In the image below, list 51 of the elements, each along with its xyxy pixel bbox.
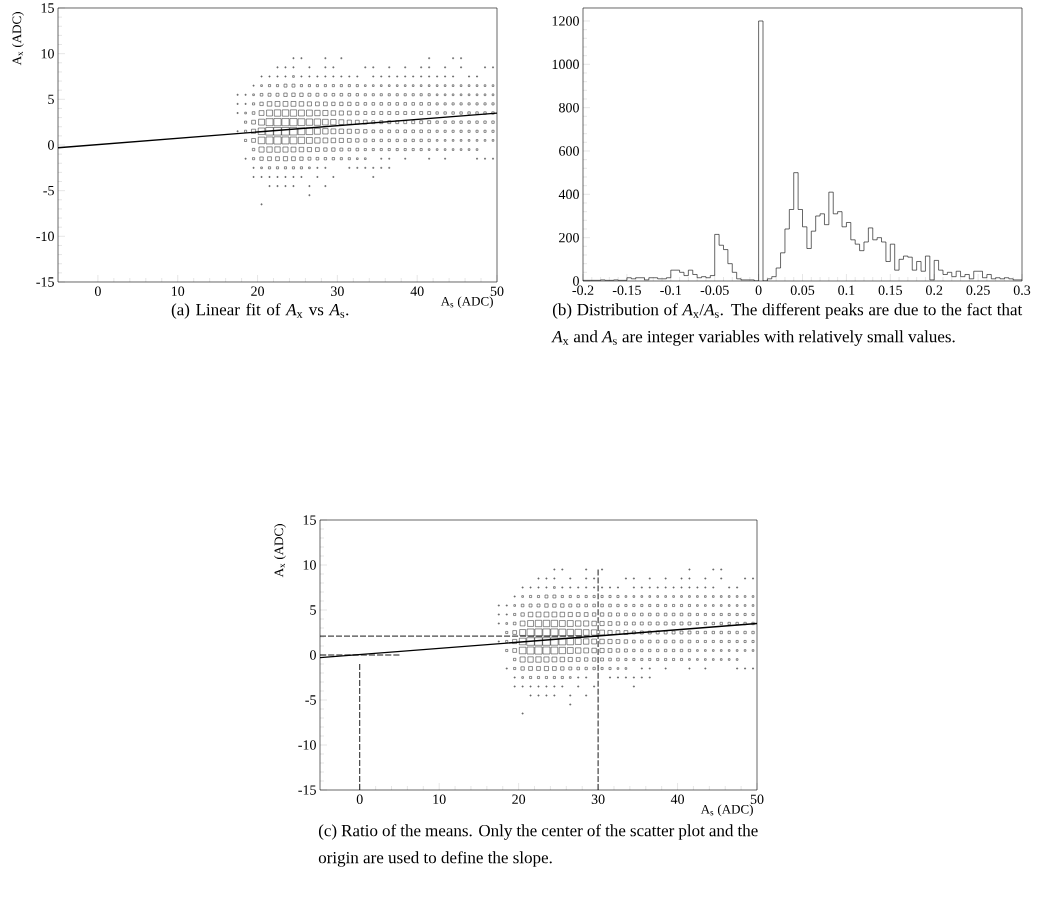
x-tick-label: 20 (512, 794, 526, 804)
x-axis-title: A$_{s}$ (ADC) (700, 804, 753, 817)
y-tick-label: 600 (559, 146, 579, 156)
x-tick-label: 50 (490, 286, 504, 296)
y-tick-label: -15 (36, 277, 54, 287)
y-tick-label: 10 (303, 560, 316, 570)
x-tick-label: 0.05 (790, 285, 815, 296)
y-tick-label: 400 (558, 189, 579, 200)
y-tick-label: 0 (48, 140, 54, 150)
x-tick-label: -0.05 (700, 285, 729, 296)
x-tick-label: 40 (670, 794, 685, 804)
text: (a) Linear fit of A$_{x}$ vs A$_{s}$. (171, 303, 349, 319)
y-tick-label: 15 (41, 3, 54, 13)
x-tick-label: 40 (410, 286, 424, 296)
y-tick-label: 15 (303, 515, 316, 525)
x-tick-label: -0.2 (572, 285, 594, 296)
x-tick-label: 30 (331, 286, 344, 296)
x-tick-label: 0.15 (878, 285, 903, 296)
x-tick-label: 0 (356, 794, 363, 804)
y-tick-label: 10 (41, 48, 54, 59)
y-tick-label: 1200 (552, 16, 579, 26)
text: (c) Ratio of the means. Only the center of the scatter plot and the origin are used to define the slope. (318, 824, 758, 867)
y-tick-label: 5 (48, 94, 54, 104)
y-tick-label: -10 (36, 231, 54, 242)
x-axis-title: A$_{s}$ (ADC) (440, 296, 493, 309)
y-axis-title: A$_{x}$ (ADC) (12, 12, 24, 66)
y-tick-label: 5 (310, 605, 316, 615)
x-tick-label: 0.25 (966, 285, 990, 296)
x-tick-label: 0 (94, 286, 101, 296)
x-tick-label: -0.1 (660, 285, 682, 296)
y-tick-label: 1000 (552, 59, 579, 70)
x-tick-label: 10 (433, 794, 446, 804)
y-tick-label: 0 (573, 276, 579, 286)
x-tick-label: 0.2 (925, 285, 943, 296)
y-tick-label: -5 (305, 695, 316, 705)
x-tick-label: 0.3 (1013, 285, 1031, 296)
y-tick-label: 200 (559, 232, 579, 243)
x-tick-label: 30 (591, 794, 605, 804)
x-tick-label: 20 (251, 286, 265, 296)
text: (b) Distribution of A$_{x}$/A$_{s}$. The different peaks are due to the fact that A$_{x}$ and A$_{s}$ are integer variables with relatively small values. (551, 303, 1023, 346)
x-tick-label: -0.15 (612, 285, 641, 296)
x-tick-label: 10 (171, 286, 185, 296)
x-tick-label: 0 (755, 285, 762, 295)
y-axis-title: A$_{x}$ (ADC) (274, 524, 286, 578)
x-tick-label: 50 (750, 794, 764, 804)
x-tick-label: 0.1 (838, 285, 855, 296)
y-tick-label: 0 (310, 650, 316, 660)
y-tick-label: -15 (298, 785, 316, 795)
y-tick-label: -10 (298, 740, 316, 750)
y-tick-label: 800 (559, 102, 579, 113)
y-tick-label: -5 (43, 186, 54, 196)
